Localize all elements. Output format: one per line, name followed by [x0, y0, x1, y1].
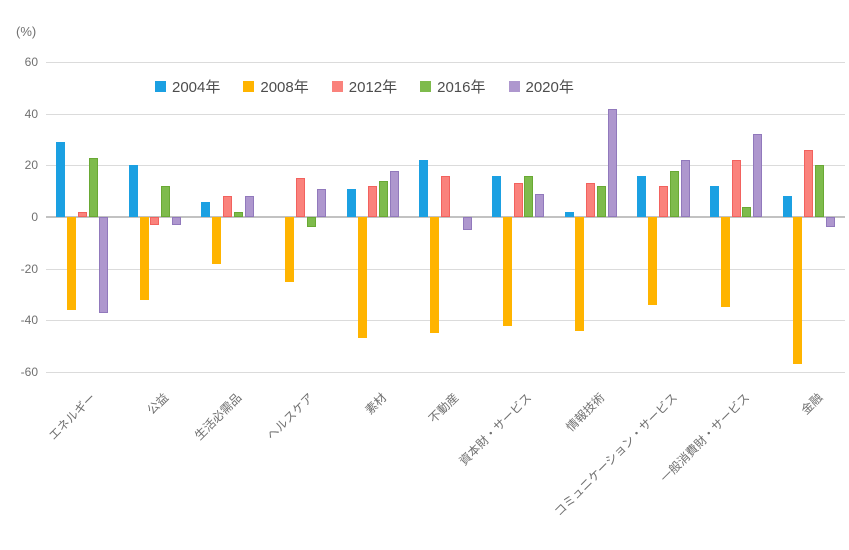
- bar-2008年-金融: [793, 217, 803, 365]
- bar-2020年-公益: [172, 217, 182, 225]
- x-category-label-ヘルスケア: ヘルスケア: [264, 390, 317, 443]
- bar-2012年-一般消費財・サービス: [731, 160, 741, 217]
- bar-2004年-資本財・サービス: [492, 175, 502, 217]
- y-tick-label: 0: [31, 210, 38, 224]
- gridline: [46, 268, 845, 270]
- bar-2020年-エネルギー: [99, 217, 109, 313]
- x-category-label-公益: 公益: [144, 390, 172, 418]
- bar-2012年-素材: [368, 186, 378, 217]
- x-category-label-コミュニケーション・サービス: コミュニケーション・サービス: [551, 390, 680, 519]
- y-tick-label: 40: [24, 106, 38, 121]
- legend-item-2012年: 2012年: [331, 76, 398, 97]
- legend-item-2016年: 2016年: [420, 76, 486, 97]
- bar-2004年-不動産: [419, 160, 429, 217]
- bar-2008年-素材: [357, 217, 367, 339]
- bar-2020年-ヘルスケア: [317, 188, 327, 217]
- legend: 2004年 2008年 2012年 2016年 2020年: [155, 76, 574, 97]
- bar-2008年-ヘルスケア: [284, 217, 294, 282]
- legend-item-2004年: 2004年: [155, 76, 220, 97]
- legend-swatch-icon: [420, 81, 432, 92]
- x-category-label-金融: 金融: [798, 390, 826, 418]
- bar-2016年-情報技術: [597, 186, 607, 217]
- bar-2004年-金融: [782, 196, 792, 217]
- legend-label: 2008年: [260, 79, 309, 96]
- bar-2008年-生活必需品: [212, 217, 222, 264]
- y-axis-unit-label: (%): [16, 24, 37, 39]
- y-tick-label: 60: [24, 55, 38, 69]
- x-category-label-生活必需品: 生活必需品: [191, 390, 244, 443]
- bar-2004年-素材: [346, 188, 356, 217]
- y-tick-label: -20: [20, 261, 38, 276]
- bar-2016年-素材: [379, 180, 389, 217]
- legend-label: 2012年: [348, 79, 398, 96]
- bar-2008年-公益: [139, 217, 149, 300]
- legend-item-2008年: 2008年: [243, 76, 309, 97]
- bar-2004年-エネルギー: [56, 142, 66, 217]
- bar-2008年-コミュニケーション・サービス: [648, 217, 658, 305]
- bar-2004年-情報技術: [564, 211, 574, 217]
- bar-2004年-コミュニケーション・サービス: [637, 175, 647, 217]
- bar-2004年-一般消費財・サービス: [709, 186, 719, 217]
- bar-2004年-公益: [128, 165, 138, 217]
- x-category-label-素材: 素材: [362, 390, 390, 418]
- legend-swatch-icon: [331, 81, 343, 92]
- x-category-label-資本財・サービス: 資本財・サービス: [456, 390, 535, 469]
- x-category-label-エネルギー: エネルギー: [46, 390, 99, 443]
- bar-2012年-エネルギー: [77, 211, 87, 217]
- bar-2012年-ヘルスケア: [295, 178, 305, 217]
- bar-2008年-エネルギー: [67, 217, 77, 310]
- gridline: [46, 113, 845, 115]
- bar-2008年-情報技術: [575, 217, 585, 331]
- bar-2016年-金融: [814, 165, 824, 217]
- bar-2012年-コミュニケーション・サービス: [658, 186, 668, 217]
- bar-2020年-素材: [389, 170, 399, 217]
- bar-2008年-一般消費財・サービス: [720, 217, 730, 308]
- y-tick-label: -40: [20, 313, 38, 328]
- bar-2004年-生活必需品: [201, 201, 211, 217]
- y-tick-label: -60: [20, 365, 38, 379]
- bar-2016年-一般消費財・サービス: [742, 206, 752, 217]
- legend-label: 2020年: [525, 79, 574, 96]
- bar-2020年-不動産: [462, 217, 472, 230]
- bar-2012年-金融: [804, 149, 814, 217]
- gridline: [46, 320, 845, 322]
- legend-swatch-icon: [155, 81, 166, 92]
- bar-2020年-コミュニケーション・サービス: [680, 160, 690, 217]
- bar-2020年-一般消費財・サービス: [753, 134, 763, 217]
- legend-label: 2016年: [437, 79, 486, 96]
- gridline: [46, 165, 845, 167]
- bar-2012年-情報技術: [586, 183, 596, 217]
- gridline: [46, 62, 845, 63]
- legend-label: 2004年: [172, 79, 221, 96]
- bar-2016年-コミュニケーション・サービス: [669, 170, 679, 217]
- bar-2016年-エネルギー: [88, 157, 98, 217]
- bar-2008年-資本財・サービス: [502, 217, 512, 326]
- legend-swatch-icon: [243, 81, 255, 92]
- bar-2016年-公益: [161, 186, 171, 217]
- bar-2012年-資本財・サービス: [513, 183, 523, 217]
- bar-2012年-生活必需品: [223, 196, 233, 217]
- bar-2020年-情報技術: [607, 108, 617, 217]
- bar-2016年-生活必需品: [233, 211, 243, 217]
- zero-gridline: [46, 216, 845, 218]
- bar-2008年-不動産: [430, 217, 440, 334]
- bar-2012年-公益: [150, 217, 160, 225]
- bar-2016年-ヘルスケア: [306, 217, 316, 228]
- bar-2020年-金融: [825, 217, 835, 228]
- x-category-label-情報技術: 情報技術: [563, 390, 608, 435]
- bar-2020年-資本財・サービス: [535, 193, 545, 217]
- x-category-label-不動産: 不動産: [426, 390, 462, 426]
- bar-2016年-資本財・サービス: [524, 175, 534, 217]
- bar-2012年-不動産: [441, 175, 450, 217]
- legend-swatch-icon: [508, 81, 520, 92]
- y-tick-label: 20: [24, 158, 38, 173]
- bar-2020年-生活必需品: [244, 196, 254, 217]
- legend-item-2020年: 2020年: [508, 76, 574, 97]
- gridline: [46, 372, 845, 373]
